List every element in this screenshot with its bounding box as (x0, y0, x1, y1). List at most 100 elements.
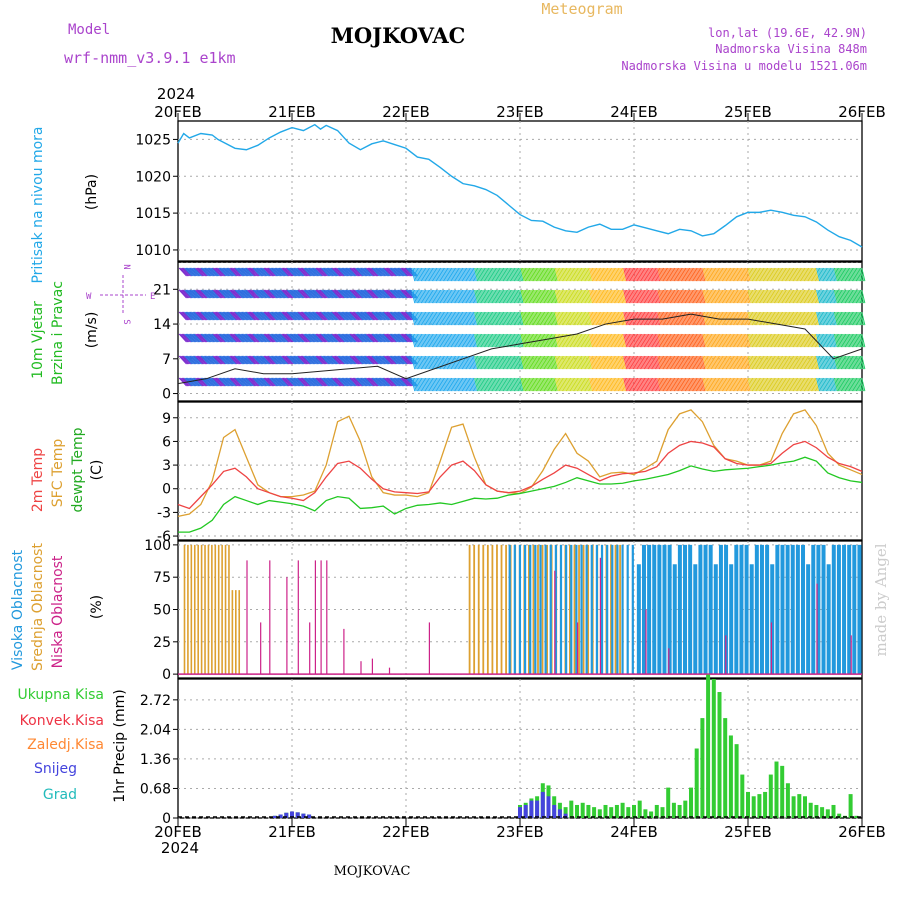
wind-barb (307, 355, 316, 365)
wind-barb (370, 267, 379, 277)
wind-barb (181, 267, 190, 277)
wind-barb (784, 267, 789, 282)
wind-barb (583, 267, 588, 282)
precip-total-bar (649, 811, 654, 818)
wind-barb (549, 289, 554, 304)
wind-barb (349, 311, 358, 321)
wind-barb (672, 377, 677, 392)
wind-barb (258, 267, 267, 277)
wind-barb (467, 333, 472, 348)
wind-barb (747, 289, 752, 304)
wind-barb (182, 289, 191, 299)
wind-barb (699, 333, 704, 348)
wind-barb (783, 355, 788, 370)
wind-barb (579, 311, 584, 326)
wind-barb (382, 311, 391, 321)
wind-barb (238, 377, 248, 387)
wind-barb (624, 311, 629, 326)
wind-barb (805, 267, 810, 282)
wind-barb (396, 355, 405, 365)
wind-barb (277, 311, 286, 321)
wind-barb (413, 355, 419, 370)
wind-barb (483, 377, 488, 392)
wind-barb (516, 377, 521, 392)
wind-barb (818, 377, 823, 392)
wind-barb (200, 289, 209, 299)
wind-barb (719, 267, 724, 282)
wind-barb (850, 333, 855, 348)
wind-barb (368, 267, 378, 277)
wind-barb (609, 377, 614, 392)
wind-barb (731, 289, 736, 304)
wind-barb (381, 311, 390, 321)
wind-barb (842, 311, 847, 326)
wind-barb (284, 333, 293, 343)
wind-barb (535, 311, 540, 326)
wind-barb (724, 333, 729, 348)
wind-barb (262, 333, 271, 343)
wind-barb (237, 311, 246, 321)
wind-barb (564, 311, 569, 326)
y-tick-label: 0.68 (140, 781, 171, 797)
wind-barb (244, 289, 253, 299)
wind-barb (428, 311, 434, 326)
wind-barb (415, 289, 420, 304)
wind-barb (348, 311, 357, 321)
wind-barb (497, 333, 502, 348)
wind-barb (791, 289, 796, 304)
wind-barb (630, 333, 635, 348)
cloud-mid-bar (541, 544, 544, 675)
wind-barb (706, 333, 711, 348)
wind-barb (474, 311, 479, 326)
wind-barb (575, 289, 580, 304)
wind-barb (557, 267, 562, 282)
wind-barb (796, 267, 802, 282)
wind-barb (442, 377, 447, 392)
wind-barb (252, 267, 261, 277)
wind-barb (639, 355, 644, 370)
wind-barb (779, 377, 784, 392)
wind-barb (269, 377, 278, 387)
wind-barb (225, 267, 234, 277)
wind-barb (550, 377, 555, 392)
wind-barb (568, 333, 573, 348)
wind-barb (389, 355, 398, 365)
wind-barb (193, 311, 202, 321)
wind-barb (602, 267, 607, 282)
wind-barb (557, 333, 562, 348)
wind-barb (259, 311, 268, 321)
wind-barb (371, 377, 380, 387)
wind-barb (537, 355, 542, 370)
wind-barb (658, 267, 663, 282)
wind-barb (323, 333, 332, 343)
wind-barb (690, 377, 695, 392)
wind-barb (431, 289, 436, 304)
model-name: wrf-nmm_v3.9.1 e1km (64, 49, 236, 67)
wind-barb (480, 377, 486, 392)
wind-barb (515, 267, 520, 282)
wind-barb (500, 311, 505, 326)
wind-barb (595, 311, 600, 326)
cloud-high-bar (549, 544, 552, 675)
wind-barb (593, 377, 598, 392)
wind-barb (337, 267, 346, 277)
wind-barb (501, 333, 506, 348)
wind-barb (516, 355, 521, 370)
wind-barb (587, 377, 592, 392)
wind-barb (281, 289, 290, 299)
wind-barb (579, 377, 584, 392)
wind-barb (725, 289, 730, 304)
wind-barb (775, 333, 780, 348)
wind-barb (351, 355, 360, 365)
wind-barb (569, 355, 574, 370)
wind-barb (732, 311, 737, 326)
wind-barb (373, 377, 382, 387)
wind-barb (777, 311, 782, 326)
wind-barb (191, 311, 200, 321)
wind-barb (820, 377, 825, 392)
wind-barb (269, 289, 278, 299)
wind-barb (273, 267, 282, 277)
wind-barb (812, 355, 817, 370)
wind-barb (314, 333, 323, 343)
wind-barb (619, 333, 624, 348)
